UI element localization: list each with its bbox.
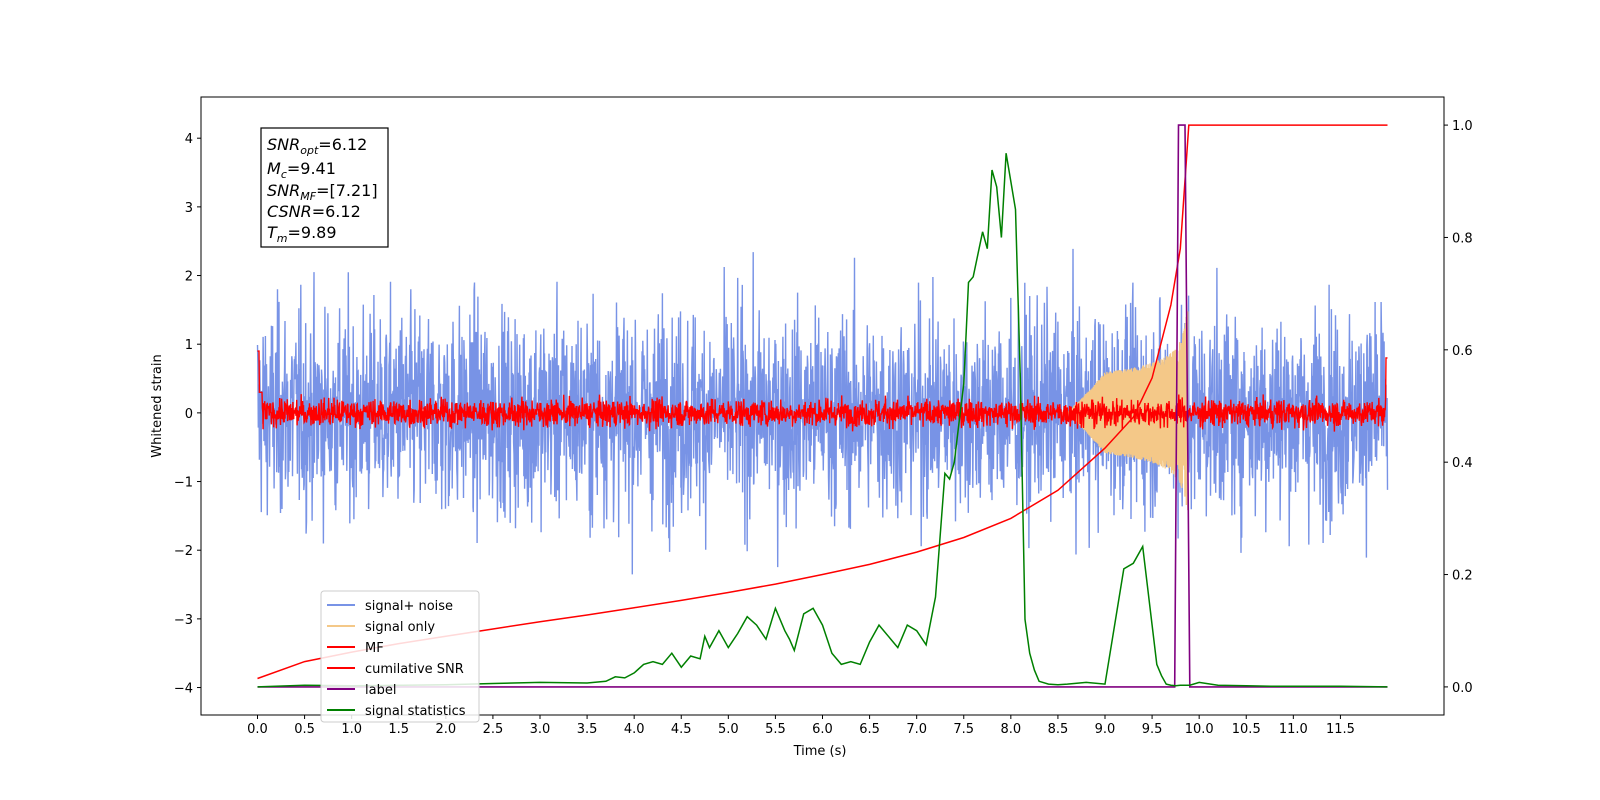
y-tick-label: −3 [174,613,193,628]
y-right-tick-label: 0.2 [1452,569,1473,584]
x-tick-label: 8.5 [1048,722,1069,737]
y-tick-label: −2 [174,544,193,559]
annotation-snr-opt: SNRopt=6.12 [267,135,367,157]
y-right-tick-label: 0.6 [1452,344,1473,359]
x-tick-label: 0.0 [247,722,268,737]
y-tick-label: 2 [185,270,193,285]
x-tick-label: 1.0 [341,722,362,737]
x-tick-label: 3.5 [577,722,598,737]
y-tick-label: 4 [185,132,193,147]
y-tick-label: −4 [174,682,193,697]
y-right-tick-label: 1.0 [1452,119,1473,134]
legend-label: label [365,683,396,698]
x-tick-label: 4.5 [671,722,692,737]
annotation-tm: Tm=9.89 [267,223,337,245]
y-axis-label: Whitened strain [150,354,165,457]
x-tick-label: 6.5 [859,722,880,737]
series-signal-only-line [1067,311,1189,511]
x-tick-label: 11.0 [1279,722,1308,737]
x-tick-label: 6.0 [812,722,833,737]
x-tick-label: 11.5 [1326,722,1355,737]
x-tick-label: 10.5 [1232,722,1261,737]
y-axis-right: 0.0 0.2 0.4 0.6 0.8 1.0 [1444,119,1473,696]
legend-frame [320,590,480,723]
series-mf-line [257,350,1388,432]
series-signal-statistics-line [257,153,1388,688]
y-tick-label: 0 [185,407,193,422]
annotation-csnr: CSNR=6.12 [267,202,361,221]
series-label-line [257,124,1388,688]
x-tick-label: 1.5 [388,722,409,737]
x-tick-label: 9.0 [1095,722,1116,737]
stats-annotation-box: SNRopt=6.12 Mc=9.41 SNRMF=[7.21] CSNR=6.… [260,127,389,248]
annotation-snr-mf: SNRMF=[7.21] [267,181,378,203]
x-tick-label: 2.0 [435,722,456,737]
legend-label: signal statistics [365,704,466,719]
x-tick-label: 5.0 [718,722,739,737]
y-tick-label: −1 [174,476,193,491]
y-right-tick-label: 0.0 [1452,681,1473,696]
series-signal-plus-noise-line [256,248,1389,575]
y-tick-label: 3 [185,201,193,216]
x-tick-label: 2.5 [483,722,504,737]
x-tick-label: 3.0 [530,722,551,737]
y-tick-label: 1 [185,338,193,353]
x-tick-label: 8.0 [1000,722,1021,737]
y-axis-left: −4 −3 −2 −1 0 1 2 3 4 [174,132,201,697]
x-tick-label: 0.5 [294,722,315,737]
x-tick-label: 10.0 [1185,722,1214,737]
x-axis: 0.0 0.5 1.0 1.5 2.0 2.5 3.0 3.5 4.0 4.5 5.0 5.5 6.0 6… [247,715,1355,737]
legend: signal+ noise signal only MF cumilative SNR… [320,590,480,723]
legend-label: signal+ noise [365,599,453,614]
y-right-tick-label: 0.8 [1452,231,1473,246]
x-tick-label: 7.5 [953,722,974,737]
x-tick-label: 7.0 [906,722,927,737]
x-tick-label: 9.5 [1142,722,1163,737]
annotation-mc: Mc=9.41 [267,159,336,181]
y-right-tick-label: 0.4 [1452,456,1473,471]
x-tick-label: 4.0 [624,722,645,737]
x-tick-label: 5.5 [765,722,786,737]
legend-label: signal only [365,620,435,635]
legend-label: cumilative SNR [365,662,464,677]
x-axis-label: Time (s) [793,744,847,759]
legend-label: MF [365,641,384,656]
